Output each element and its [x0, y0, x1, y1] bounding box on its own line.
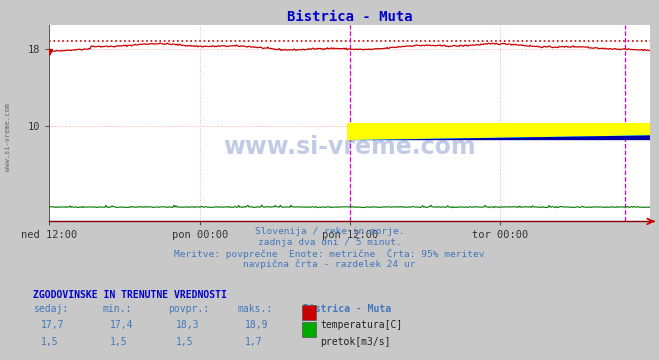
Text: 18,9: 18,9: [245, 320, 269, 330]
Polygon shape: [347, 123, 659, 140]
Text: 18,3: 18,3: [176, 320, 200, 330]
Text: 1,7: 1,7: [245, 337, 263, 347]
Text: Meritve: povprečne  Enote: metrične  Črta: 95% meritev: Meritve: povprečne Enote: metrične Črta:…: [174, 248, 485, 259]
Text: min.:: min.:: [102, 304, 132, 314]
Text: povpr.:: povpr.:: [168, 304, 209, 314]
Text: temperatura[C]: temperatura[C]: [320, 320, 403, 330]
Text: 1,5: 1,5: [41, 337, 59, 347]
Text: 1,5: 1,5: [110, 337, 128, 347]
Title: Bistrica - Muta: Bistrica - Muta: [287, 10, 413, 24]
Polygon shape: [347, 123, 659, 140]
Text: maks.:: maks.:: [237, 304, 272, 314]
Text: 17,4: 17,4: [110, 320, 134, 330]
Text: pretok[m3/s]: pretok[m3/s]: [320, 337, 391, 347]
Text: www.si-vreme.com: www.si-vreme.com: [5, 103, 11, 171]
Text: navpična črta - razdelek 24 ur: navpična črta - razdelek 24 ur: [243, 259, 416, 269]
Text: 17,7: 17,7: [41, 320, 65, 330]
Polygon shape: [347, 131, 659, 140]
Text: Slovenija / reke in morje.: Slovenija / reke in morje.: [255, 227, 404, 236]
Text: www.si-vreme.com: www.si-vreme.com: [223, 135, 476, 159]
Text: Bistrica - Muta: Bistrica - Muta: [303, 304, 391, 314]
Text: zadnja dva dni / 5 minut.: zadnja dva dni / 5 minut.: [258, 238, 401, 247]
Text: 1,5: 1,5: [176, 337, 194, 347]
Text: ZGODOVINSKE IN TRENUTNE VREDNOSTI: ZGODOVINSKE IN TRENUTNE VREDNOSTI: [33, 290, 227, 300]
Text: sedaj:: sedaj:: [33, 304, 68, 314]
